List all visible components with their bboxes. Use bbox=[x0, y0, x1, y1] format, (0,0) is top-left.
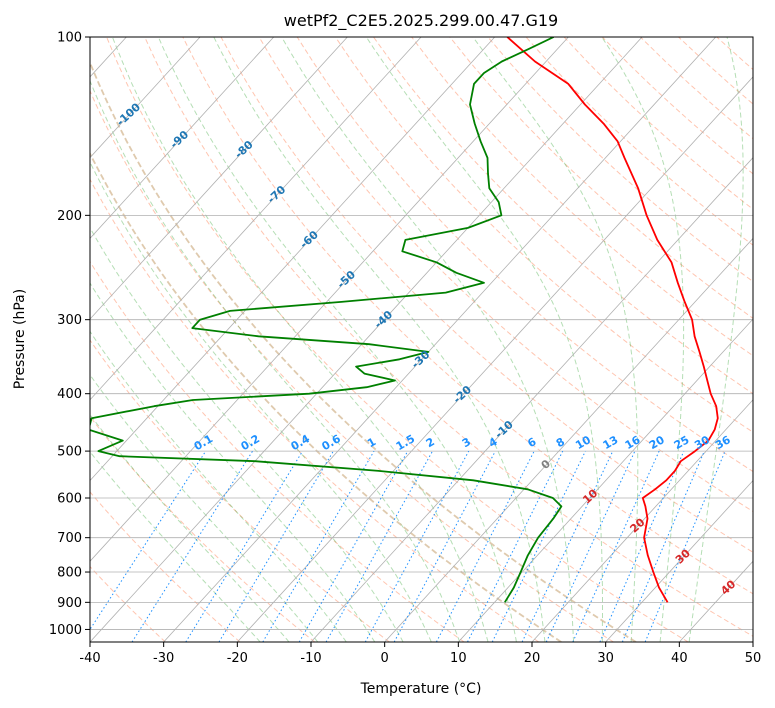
x-tick-label: -20 bbox=[227, 651, 248, 666]
plot-area: -100-90 -80-70-60-50-40-30-20-10010203040… bbox=[90, 37, 753, 642]
x-tick-label: -40 bbox=[79, 651, 100, 666]
chart-title: wetPf2_C2E5.2025.299.00.47.G19 bbox=[284, 11, 558, 31]
isotherm-line bbox=[90, 37, 201, 159]
isotherm-line bbox=[163, 37, 717, 642]
x-tick-label: -30 bbox=[153, 651, 174, 666]
y-axis-label: Pressure (hPa) bbox=[12, 289, 28, 389]
mixing-ratio-line bbox=[521, 450, 614, 642]
y-axis-ticks: 100 200 300 400 500 600 700 800 900 1000 bbox=[49, 31, 90, 638]
x-tick-label: 20 bbox=[524, 651, 541, 666]
isotherm-line bbox=[384, 237, 753, 642]
x-axis-label: Temperature (°C) bbox=[360, 681, 482, 697]
isotherm-line bbox=[90, 37, 643, 642]
special-adiabat-line bbox=[90, 60, 637, 642]
mixing-ratio-line bbox=[262, 450, 375, 642]
isotherm-line bbox=[458, 318, 753, 642]
dry-adiabat-line bbox=[90, 260, 465, 642]
isotherm-line bbox=[90, 37, 275, 239]
dry-adiabat-line bbox=[411, 37, 753, 357]
moist-adiabat-line bbox=[90, 282, 376, 642]
mixing-ratio-line bbox=[644, 450, 726, 642]
moist-adiabat-line bbox=[688, 37, 744, 642]
temperature-profile-line bbox=[506, 37, 719, 603]
moist-adiabat-line bbox=[157, 37, 517, 642]
dry-adiabat-line bbox=[90, 339, 390, 642]
moist-adiabat-line bbox=[90, 413, 290, 642]
isotherm-line bbox=[90, 37, 496, 482]
x-tick-label: 10 bbox=[450, 651, 467, 666]
mixing-ratio-line bbox=[393, 450, 496, 642]
x-tick-label: 50 bbox=[745, 651, 762, 666]
mixing-ratio-line bbox=[218, 450, 334, 642]
moist-adiabat-line bbox=[90, 226, 404, 642]
mixing-ratio-line bbox=[491, 450, 586, 642]
isotherm-line bbox=[90, 37, 422, 401]
plot-frame bbox=[89, 36, 754, 643]
x-tick-label: 40 bbox=[671, 651, 688, 666]
y-tick-label: 500 bbox=[57, 445, 82, 460]
mixing-ratio-line bbox=[185, 450, 303, 642]
isotherm-line bbox=[237, 76, 753, 642]
dry-adiabat-line bbox=[90, 415, 316, 642]
dry-adiabat-line bbox=[90, 178, 540, 642]
y-tick-label: 100 bbox=[57, 31, 82, 46]
dry-adiabat-line bbox=[258, 37, 753, 513]
mixing-ratio-line bbox=[599, 450, 685, 642]
dry-adiabat-line bbox=[90, 565, 166, 642]
mixing-ratio-line bbox=[621, 450, 705, 642]
dry-adiabat-line bbox=[334, 37, 753, 433]
mixing-ratio-line bbox=[131, 450, 254, 642]
y-tick-label: 1000 bbox=[49, 623, 82, 638]
moist-adiabat-line bbox=[90, 330, 347, 642]
profile-series bbox=[90, 37, 719, 603]
moist-adiabat-line bbox=[213, 37, 546, 642]
moist-adiabat-line bbox=[90, 79, 461, 642]
moist-adiabat-line bbox=[90, 450, 261, 642]
mixing-ratio-line bbox=[364, 450, 470, 642]
mixing-ratio-lines bbox=[90, 450, 726, 642]
x-tick-label: 30 bbox=[597, 651, 614, 666]
moist-adiabat-line bbox=[365, 37, 603, 642]
y-tick-label: 900 bbox=[57, 596, 82, 611]
y-tick-label: 200 bbox=[57, 209, 82, 224]
isotherm-line bbox=[605, 479, 753, 642]
moist-adiabat-line bbox=[472, 37, 639, 642]
isotherm-line bbox=[531, 399, 753, 642]
y-tick-label: 400 bbox=[57, 387, 82, 402]
special-adiabat bbox=[90, 60, 637, 642]
moist-adiabat-line bbox=[601, 37, 685, 642]
dry-adiabat-line bbox=[106, 37, 689, 642]
mixing-ratio-line bbox=[545, 450, 636, 642]
dry-adiabat-line bbox=[220, 37, 753, 553]
dry-adiabat-line bbox=[449, 37, 753, 319]
mixing-ratio-line bbox=[325, 450, 433, 642]
mixing-ratio-line bbox=[298, 450, 409, 642]
y-tick-label: 300 bbox=[57, 313, 82, 328]
y-tick-label: 600 bbox=[57, 492, 82, 507]
dewpoint-profile-line bbox=[90, 37, 563, 603]
x-tick-label: 0 bbox=[381, 651, 389, 666]
mixing-ratio-line bbox=[572, 450, 660, 642]
special-adiabat-line bbox=[90, 151, 562, 642]
x-axis-ticks: -40 -30 -20 -10 0 10 20 30 40 50 bbox=[79, 642, 761, 666]
isotherm-line bbox=[310, 157, 753, 642]
dry-adiabat-line bbox=[296, 37, 753, 473]
y-tick-label: 800 bbox=[57, 566, 82, 581]
isotherm-line bbox=[90, 37, 348, 320]
moist-adiabat-line bbox=[90, 374, 319, 642]
dry-adiabats bbox=[90, 37, 753, 642]
moist-adiabat-line bbox=[90, 161, 432, 642]
x-tick-label: -10 bbox=[300, 651, 321, 666]
dry-adiabat-line bbox=[90, 89, 614, 642]
y-tick-label: 700 bbox=[57, 531, 82, 546]
